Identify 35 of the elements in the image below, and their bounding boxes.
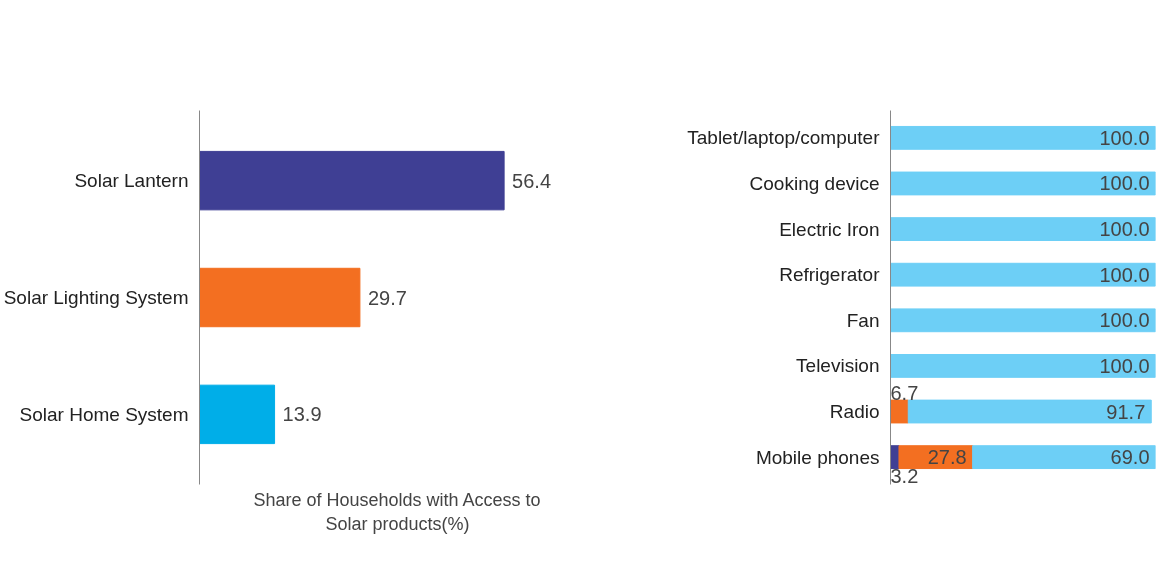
data-label: 100.0 <box>1099 172 1150 195</box>
y-tick-label: Solar Lighting System <box>3 287 189 308</box>
data-label: 56.4 <box>512 169 552 192</box>
data-label: 13.9 <box>282 403 322 426</box>
y-tick-label: Solar Home System <box>19 403 189 425</box>
data-label: 6.7 <box>890 382 919 405</box>
y-tick-label: Refrigerator <box>779 264 881 286</box>
bar <box>890 399 909 424</box>
bar <box>890 354 1156 378</box>
y-tick-label: Mobile phones <box>755 446 880 468</box>
bar <box>890 217 1156 241</box>
data-label: 100.0 <box>1099 218 1150 241</box>
data-label: 27.8 <box>927 446 967 469</box>
data-label: 100.0 <box>1099 309 1150 332</box>
data-label: 100.0 <box>1099 354 1150 377</box>
x-axis-title: Share of Households with Access to Solar products(%) <box>253 489 541 534</box>
data-label: 69.0 <box>1110 446 1150 469</box>
y-tick-label: Electric Iron <box>779 218 880 240</box>
bar <box>972 445 1156 470</box>
data-label: 29.7 <box>367 286 407 309</box>
data-label: 3.2 <box>890 464 919 487</box>
data-label: 100.0 <box>1099 126 1150 149</box>
bar <box>890 308 1156 333</box>
y-tick-label: Television <box>796 355 880 377</box>
y-tick-label: Solar Lantern <box>74 170 189 192</box>
bar <box>890 262 1156 287</box>
y-tick-label: Cooking device <box>749 172 880 194</box>
y-tick-label: Radio <box>829 401 880 423</box>
y-tick-label: Tablet/laptop/computer <box>687 127 881 149</box>
data-label: 100.0 <box>1099 263 1150 286</box>
data-label: 91.7 <box>1106 400 1146 423</box>
bar <box>907 399 1152 424</box>
bar <box>890 171 1156 196</box>
bar <box>890 125 1156 150</box>
y-tick-label: Fan <box>846 309 880 331</box>
